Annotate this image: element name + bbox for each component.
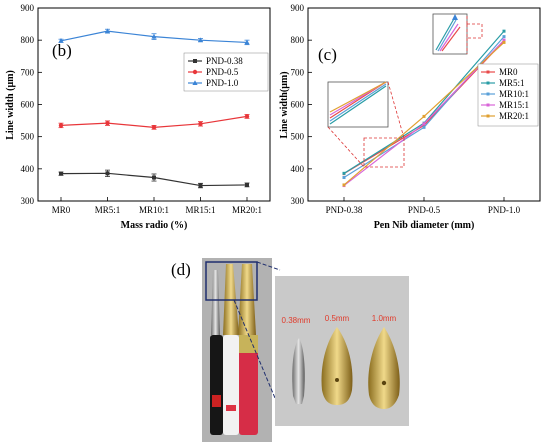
white-pen <box>223 335 239 435</box>
black-pen <box>210 335 223 435</box>
nib-0-38mm-icon <box>292 338 305 404</box>
y-tick-label: 900 <box>291 3 305 13</box>
data-point <box>244 39 250 45</box>
panel-c-zoom-inset-upper <box>432 13 483 55</box>
data-point <box>486 103 490 107</box>
data-point <box>502 38 506 42</box>
y-tick-label: 900 <box>21 3 35 13</box>
panel-d: (d) 0.38mm 0.5mm 1.0mm <box>171 258 409 442</box>
data-point <box>192 69 198 75</box>
y-tick-label: 800 <box>291 35 305 45</box>
data-point <box>105 120 110 126</box>
x-tick-label: PND-0.5 <box>408 205 441 215</box>
data-point <box>422 122 426 126</box>
panel-b-label: (b) <box>52 41 72 60</box>
x-tick-label: MR15:1 <box>185 205 215 215</box>
data-point <box>105 171 110 176</box>
y-tick-label: 500 <box>291 132 305 142</box>
panel-b-x-axis-label: Mass radio (%) <box>121 220 188 231</box>
data-point <box>198 121 203 127</box>
legend-label: MR15:1 <box>499 100 529 110</box>
nib-closeup-photo: 0.38mm 0.5mm 1.0mm <box>275 276 409 426</box>
nib-size-label: 0.38mm <box>282 316 311 325</box>
x-tick-label: MR0 <box>52 205 71 215</box>
y-tick-label: 700 <box>291 67 305 77</box>
data-point <box>502 40 506 44</box>
data-point <box>152 175 156 180</box>
legend-label: PND-0.38 <box>206 56 243 66</box>
legend-label: MR10:1 <box>499 89 529 99</box>
panel-c-x-axis-label: Pen Nib diameter (mm) <box>374 220 475 231</box>
panel-c-label: (c) <box>318 45 337 64</box>
data-point <box>342 183 346 187</box>
data-point <box>245 182 249 187</box>
data-point <box>104 28 111 34</box>
y-tick-label: 300 <box>291 196 305 206</box>
data-point <box>486 81 490 85</box>
pen-photo <box>202 258 272 442</box>
data-point <box>197 37 204 43</box>
legend-label: MR0 <box>499 67 518 77</box>
data-point <box>198 183 203 188</box>
data-point <box>502 35 506 39</box>
data-point <box>502 29 506 33</box>
legend-label: MR20:1 <box>499 111 529 121</box>
legend-label: PND-1.0 <box>206 78 239 88</box>
panel-b-y-axis-label: Line width (μm) <box>5 70 16 140</box>
x-tick-label: MR5:1 <box>95 205 121 215</box>
data-point <box>58 38 64 43</box>
nib-1-0mm-icon <box>368 327 400 409</box>
nib-size-label: 0.5mm <box>325 314 350 323</box>
red-pen <box>239 335 258 435</box>
zoom-connector-upper <box>256 261 281 271</box>
data-point <box>486 70 490 74</box>
panel-c: (c) 300 400 500 600 700 800 900 PND-0.38 PND-0.5… <box>279 3 541 231</box>
panel-c-y-axis-label: Line width(μm) <box>279 71 290 138</box>
panel-b: (b) 300 400 500 600 700 800 900 MR0 MR5:1 MR10:1 M… <box>5 3 271 231</box>
legend-label: MR5:1 <box>499 78 525 88</box>
data-point <box>422 125 426 129</box>
legend-label: PND-0.5 <box>206 67 239 77</box>
panel-d-label: (d) <box>171 260 191 279</box>
y-tick-label: 400 <box>291 164 305 174</box>
data-point <box>486 114 490 118</box>
data-point <box>193 59 197 63</box>
y-tick-label: 300 <box>21 196 35 206</box>
data-point <box>192 80 198 85</box>
nib-silver-icon <box>211 270 220 335</box>
nib-highlight-box <box>205 261 258 301</box>
data-point <box>486 92 490 96</box>
nib-size-label: 1.0mm <box>372 314 397 323</box>
y-tick-label: 600 <box>291 100 305 110</box>
data-point <box>422 114 426 118</box>
y-tick-label: 800 <box>21 35 35 45</box>
panel-c-zoom-inset-lower <box>327 81 405 168</box>
nib-0-5mm-icon <box>321 327 353 405</box>
y-tick-label: 400 <box>21 164 35 174</box>
data-point <box>151 33 157 39</box>
y-tick-label: 500 <box>21 132 35 142</box>
x-tick-label: MR20:1 <box>232 205 262 215</box>
y-tick-label: 700 <box>21 67 35 77</box>
data-point <box>244 114 250 119</box>
y-tick-label: 600 <box>21 100 35 110</box>
x-tick-label: MR10:1 <box>139 205 169 215</box>
data-point <box>422 123 426 127</box>
x-tick-label: PND-1.0 <box>488 205 521 215</box>
data-point <box>58 123 64 128</box>
data-point <box>59 171 63 176</box>
data-point <box>342 176 346 180</box>
x-tick-label: PND-0.38 <box>326 205 363 215</box>
zoom-connector-lower <box>233 299 281 411</box>
data-point <box>342 171 346 175</box>
data-point <box>151 125 157 130</box>
